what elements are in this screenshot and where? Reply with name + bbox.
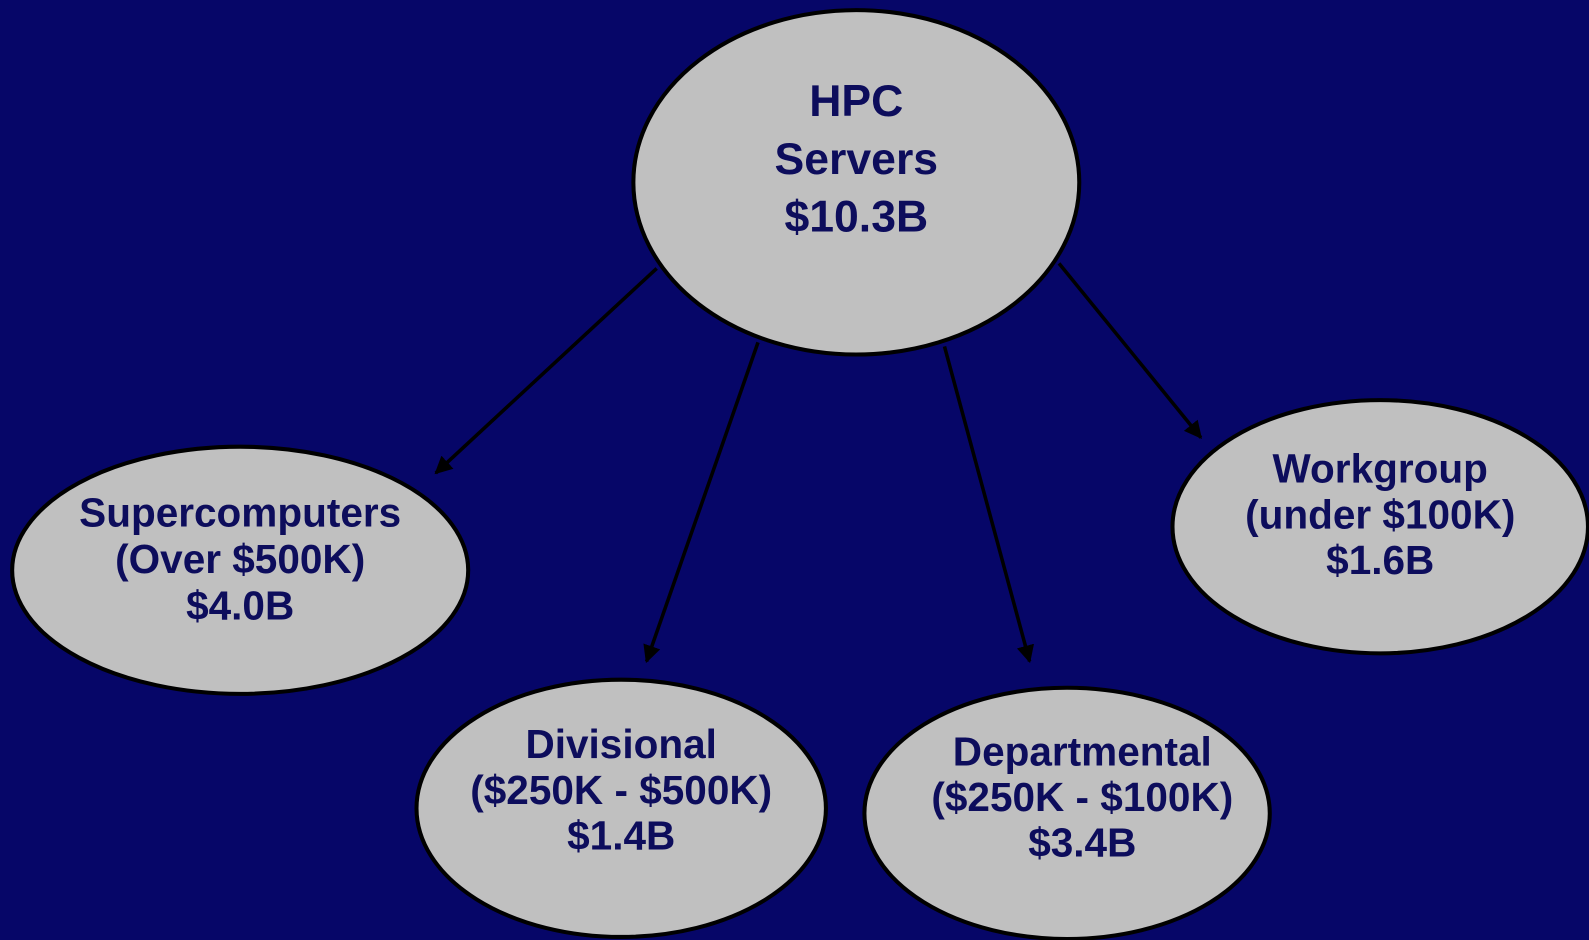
node: Workgroup(under $100K)$1.6B <box>1170 398 1589 656</box>
node-label: (under $100K) <box>1245 491 1515 537</box>
node-label: $1.4B <box>567 812 675 858</box>
node: Departmental($250K - $100K)$3.4B <box>862 685 1272 940</box>
node-label: Servers <box>775 135 939 184</box>
node-label: ($250K - $100K) <box>931 774 1233 820</box>
node-label: Supercomputers <box>79 489 401 535</box>
node-ellipse <box>862 685 1272 940</box>
node-label: $1.6B <box>1326 537 1434 583</box>
arrow <box>434 267 658 475</box>
node-label: $4.0B <box>186 582 294 628</box>
node: Supercomputers(Over $500K)$4.0B <box>10 444 471 696</box>
node-label: $3.4B <box>1028 820 1136 866</box>
node-ellipse <box>631 8 1082 357</box>
node: HPC Servers $10.3B <box>631 8 1082 357</box>
node-ellipse <box>414 677 828 939</box>
node-label: Departmental <box>953 728 1212 774</box>
node: Divisional($250K - $500K)$1.4B <box>414 677 828 939</box>
nodes: HPC Servers $10.3B Supercomputers(Over $500… <box>10 8 1589 940</box>
arrow <box>643 341 760 664</box>
node-label: (Over $500K) <box>115 536 365 582</box>
node-label: HPC <box>809 77 903 126</box>
node-label: Workgroup <box>1273 446 1488 492</box>
node-ellipse <box>1170 398 1589 656</box>
arrow <box>942 345 1035 664</box>
node-label: ($250K - $500K) <box>470 767 772 813</box>
node-label: $10.3B <box>784 193 928 242</box>
node-ellipse <box>10 444 471 696</box>
node-label: Divisional <box>525 721 716 767</box>
arrow <box>1057 262 1203 439</box>
